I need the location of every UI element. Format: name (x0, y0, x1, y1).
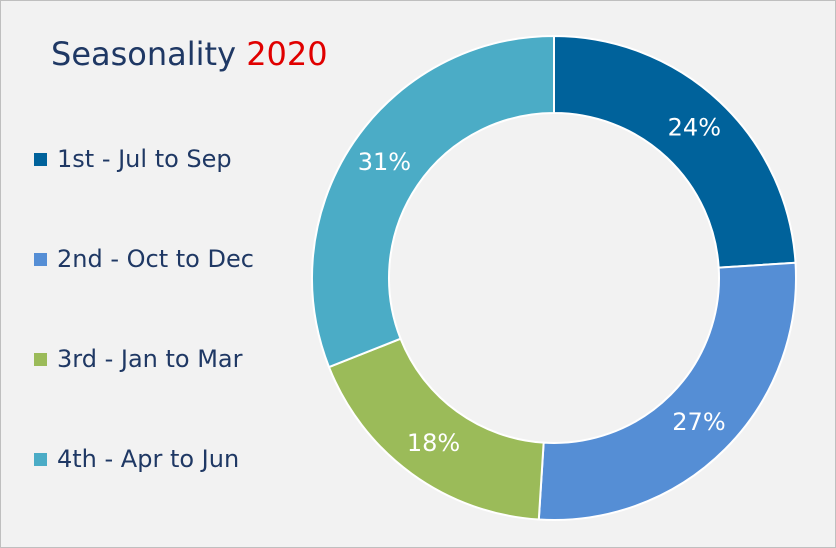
chart-title-year: 2020 (246, 35, 328, 73)
legend-label: 4th - Apr to Jun (57, 445, 240, 473)
slice-label-3: 18% (407, 429, 460, 457)
legend-item-q4: 4th - Apr to Jun (34, 439, 239, 479)
slice-label-2: 27% (672, 408, 725, 436)
donut-labels: 24% 27% 18% 31% (358, 114, 726, 457)
legend-swatch (34, 352, 47, 366)
donut-slice-2 (537, 261, 797, 521)
chart-title: Seasonality 2020 (51, 35, 328, 73)
donut-slice-1 (553, 34, 797, 269)
legend-label: 1st - Jul to Sep (57, 145, 232, 173)
donut-slices (311, 34, 797, 521)
chart-title-text: Seasonality (51, 35, 237, 73)
legend-label: 3rd - Jan to Mar (57, 345, 243, 373)
legend-item-q1: 1st - Jul to Sep (34, 139, 232, 179)
legend-swatch (34, 252, 47, 266)
legend-item-q2: 2nd - Oct to Dec (34, 239, 254, 279)
slice-label-1: 24% (668, 114, 721, 142)
legend-item-q3: 3rd - Jan to Mar (34, 339, 243, 379)
legend-label: 2nd - Oct to Dec (57, 245, 254, 273)
slice-label-4: 31% (358, 148, 411, 176)
legend-swatch (34, 452, 47, 466)
legend-swatch (34, 152, 47, 166)
donut-slice-4 (311, 34, 555, 369)
